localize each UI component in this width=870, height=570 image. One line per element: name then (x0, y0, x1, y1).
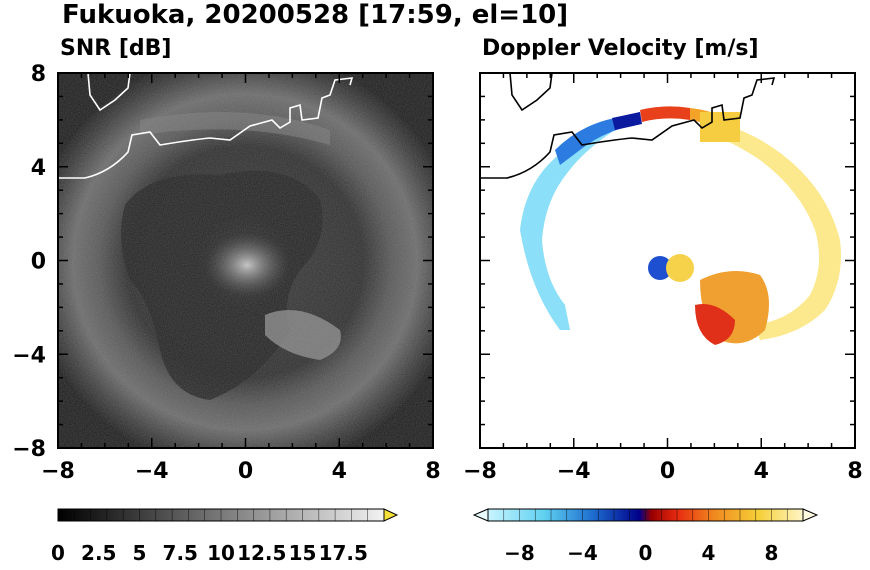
doppler-coastline (480, 73, 776, 179)
snr-xtick-label: −8 (41, 459, 75, 484)
snr-ytick-label: −8 (12, 437, 46, 462)
snr-ytick-label: −4 (12, 343, 46, 368)
doppler-echo-yellow-patch (700, 112, 740, 142)
doppler-echo-west-arc (520, 128, 612, 330)
doppler-xtick-label: 4 (754, 459, 769, 484)
doppler-xtick-label: −8 (463, 459, 497, 484)
snr-colorbar-tick-label: 15 (289, 541, 317, 565)
snr-xtick-label: 8 (425, 459, 440, 484)
doppler-xtick-label: 8 (847, 459, 862, 484)
snr-colorbar-extend-max (383, 508, 399, 522)
doppler-echo-east-arc (700, 118, 841, 340)
doppler-xtick-label: −4 (557, 459, 591, 484)
doppler-colorbar-extend-min (472, 508, 489, 522)
doppler-echo-north-red (640, 106, 690, 122)
doppler-panel-title: Doppler Velocity [m/s] (482, 36, 759, 61)
snr-colorbar-tick-label: 10 (207, 541, 235, 565)
doppler-echo-southeast-red (695, 304, 735, 345)
snr-colorbar-tick-label: 17.5 (319, 541, 368, 565)
snr-xtick-label: −4 (135, 459, 169, 484)
doppler-axis-ticks: −8 −4 0 4 8 (463, 72, 863, 484)
doppler-echo-north-dark (612, 112, 642, 130)
snr-colorbar-tick-label: 12.5 (237, 541, 286, 565)
snr-xtick-label: 0 (238, 459, 253, 484)
snr-noise-texture (58, 73, 433, 448)
doppler-xtick-label: 0 (660, 459, 675, 484)
figure-title: Fukuoka, 20200528 [17:59, el=10] (62, 0, 569, 30)
snr-colorbar: 0 2.5 5 7.5 10 12.5 15 17.5 (51, 508, 399, 565)
doppler-colorbar-tick-label: 8 (765, 541, 779, 565)
doppler-colorbar-extend-max (802, 508, 819, 522)
snr-colorbar-tick-label: 5 (133, 541, 147, 565)
snr-colorbar-tick-label: 0 (51, 541, 65, 565)
snr-coastline (58, 73, 354, 179)
doppler-center-blue (648, 256, 672, 280)
snr-colorbar-ticks: 0 2.5 5 7.5 10 12.5 15 17.5 (51, 509, 369, 565)
snr-ytick-label: 4 (31, 156, 46, 181)
snr-colorbar-tick-label: 7.5 (163, 541, 198, 565)
snr-axis-ticks: −8 −4 0 4 8 8 4 0 −4 −8 (12, 62, 440, 484)
doppler-colorbar-tick-label: −4 (567, 541, 598, 565)
snr-panel-title: SNR [dB] (60, 36, 172, 61)
doppler-colorbar-tick-label: 4 (702, 541, 716, 565)
snr-ytick-label: 0 (31, 250, 46, 275)
doppler-center-yellow (666, 254, 694, 282)
snr-ytick-label: 8 (31, 62, 46, 87)
snr-panel: −8 −4 0 4 8 8 4 0 −4 −8 (12, 62, 440, 484)
doppler-colorbar: −8 −4 0 4 8 (472, 508, 819, 565)
doppler-colorbar-tick-label: −8 (504, 541, 535, 565)
snr-colorbar-tick-label: 2.5 (81, 541, 116, 565)
doppler-panel: −8 −4 0 4 8 (463, 72, 863, 484)
doppler-colorbar-tick-label: 0 (639, 541, 653, 565)
snr-xtick-label: 4 (332, 459, 347, 484)
doppler-colorbar-ticks: −8 −4 0 4 8 (503, 509, 788, 565)
